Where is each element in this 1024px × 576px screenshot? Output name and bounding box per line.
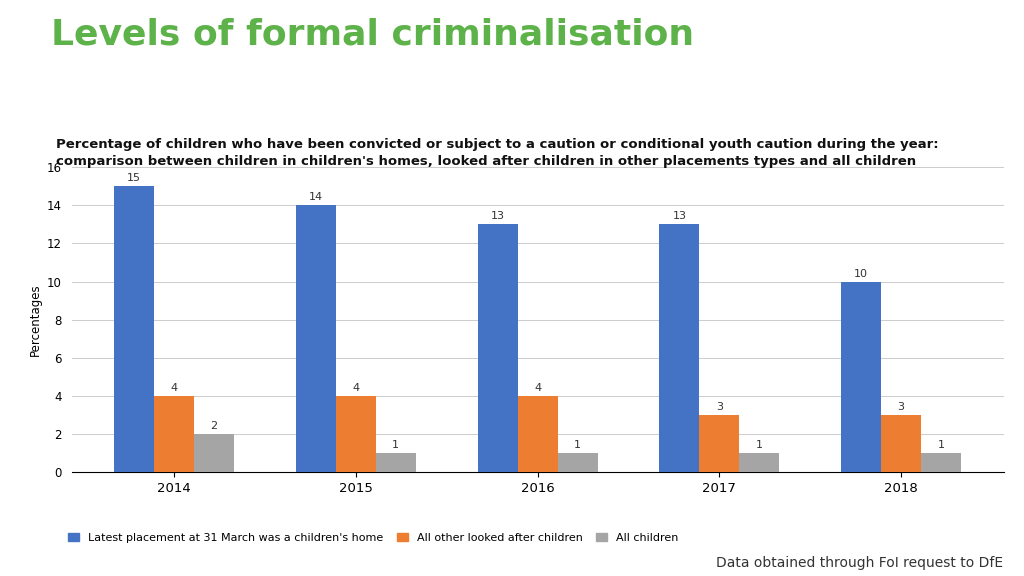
Bar <box>154 396 194 472</box>
Bar <box>114 186 154 472</box>
Bar <box>376 453 416 472</box>
Text: 4: 4 <box>352 383 359 393</box>
Text: Data obtained through FoI request to DfE: Data obtained through FoI request to DfE <box>717 556 1004 570</box>
Text: 3: 3 <box>898 402 904 412</box>
Bar <box>336 396 376 472</box>
Bar <box>841 282 882 472</box>
Bar <box>517 396 558 472</box>
Bar <box>922 453 962 472</box>
Bar <box>699 415 739 472</box>
Legend: Latest placement at 31 March was a children's home, All other looked after child: Latest placement at 31 March was a child… <box>68 533 678 543</box>
Text: 13: 13 <box>673 211 686 221</box>
Text: Levels of formal criminalisation: Levels of formal criminalisation <box>51 17 694 51</box>
Text: 1: 1 <box>392 441 399 450</box>
Bar <box>194 434 234 472</box>
Bar <box>882 415 922 472</box>
Bar <box>477 224 517 472</box>
Text: 15: 15 <box>127 173 141 183</box>
Text: 14: 14 <box>309 192 323 202</box>
Text: 2: 2 <box>211 421 217 431</box>
Text: 1: 1 <box>938 441 945 450</box>
Text: Percentage of children who have been convicted or subject to a caution or condit: Percentage of children who have been con… <box>56 138 939 168</box>
Text: 3: 3 <box>716 402 723 412</box>
Text: 1: 1 <box>756 441 763 450</box>
Text: 1: 1 <box>574 441 581 450</box>
Text: 4: 4 <box>535 383 541 393</box>
Bar <box>659 224 699 472</box>
Text: 13: 13 <box>490 211 505 221</box>
Bar <box>739 453 779 472</box>
Bar <box>296 205 336 472</box>
Y-axis label: Percentages: Percentages <box>29 283 41 356</box>
Text: 4: 4 <box>170 383 177 393</box>
Text: 10: 10 <box>854 268 868 279</box>
Bar <box>558 453 598 472</box>
